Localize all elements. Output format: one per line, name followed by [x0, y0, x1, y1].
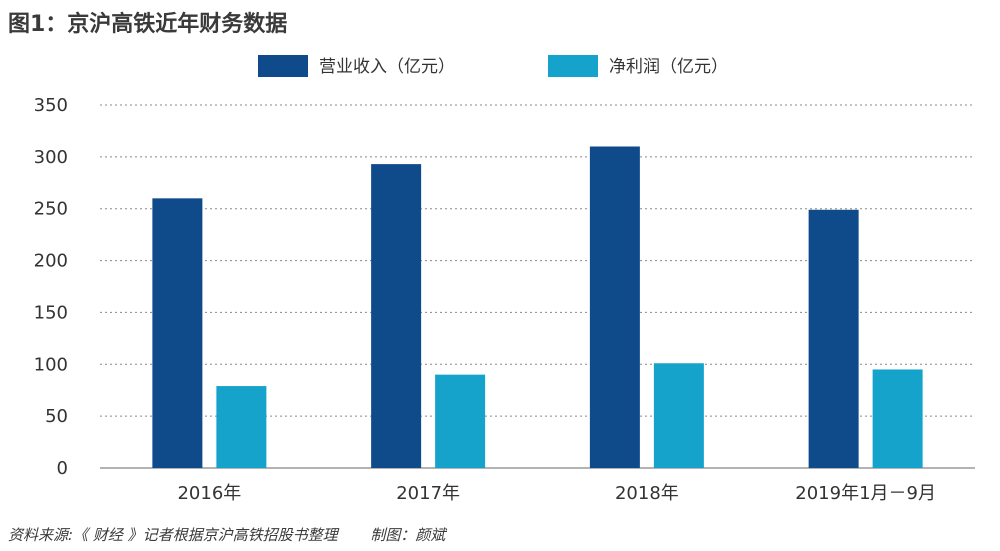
source-note: 资料来源:《 财经 》记者根据京沪高铁招股书整理 制图：颜斌	[8, 524, 445, 545]
revenue-bar	[371, 164, 422, 469]
profit-bar	[435, 374, 486, 468]
y-tick-label: 150	[34, 302, 68, 323]
y-tick-label: 300	[34, 147, 68, 168]
y-tick-label: 100	[34, 354, 68, 375]
profit-bar	[872, 369, 923, 468]
profit-bar	[653, 363, 704, 468]
revenue-bar	[152, 198, 203, 469]
source-text: 资料来源:《 财经 》记者根据京沪高铁招股书整理	[8, 526, 338, 544]
y-tick-label: 0	[57, 458, 68, 479]
x-tick-label: 2018年	[615, 483, 679, 504]
revenue-bar	[808, 209, 859, 468]
y-tick-label: 200	[34, 251, 68, 272]
profit-bar	[216, 386, 267, 468]
y-tick-label: 350	[34, 95, 68, 116]
x-tick-label: 2016年	[177, 483, 241, 504]
x-tick-label: 2019年1月－9月	[795, 483, 936, 504]
legend-label-profit: 净利润（亿元）	[609, 57, 728, 77]
y-tick-label: 50	[45, 406, 68, 427]
revenue-bar	[589, 146, 640, 468]
legend-swatch-profit	[548, 55, 598, 77]
chart-title: 图1：京沪高铁近年财务数据	[8, 12, 288, 37]
y-tick-label: 250	[34, 199, 68, 220]
credit-text: 制图：颜斌	[370, 526, 446, 544]
legend-swatch-revenue	[258, 55, 308, 77]
x-tick-label: 2017年	[396, 483, 460, 504]
legend-label-revenue: 营业收入（亿元）	[319, 57, 455, 77]
